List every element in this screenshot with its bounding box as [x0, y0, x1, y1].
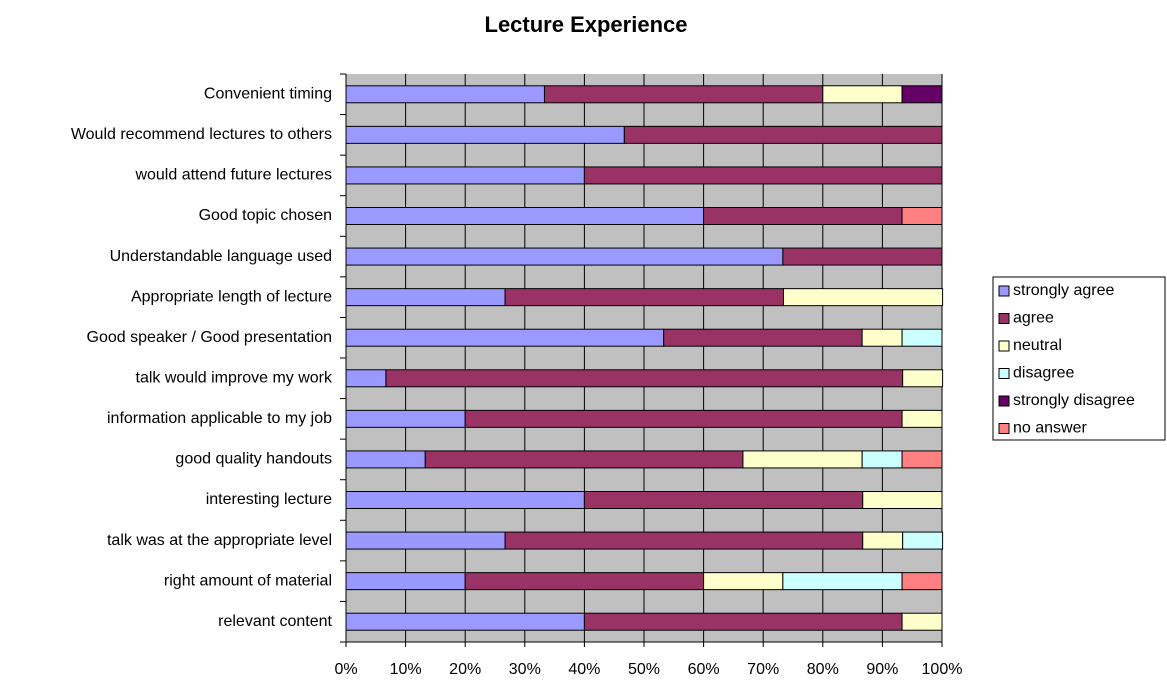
bar-segment	[543, 85, 824, 104]
bar-segment	[345, 207, 705, 225]
x-tick-label: 30%	[509, 661, 541, 678]
legend-swatch	[998, 285, 1010, 297]
y-tick-label: Would recommend lectures to others	[71, 126, 332, 143]
y-tick-label: talk was at the appropriate level	[107, 532, 332, 549]
bar-segment	[424, 450, 744, 469]
y-tick-label: relevant content	[218, 613, 332, 630]
bar-segment	[345, 612, 585, 631]
bar-segment	[345, 531, 506, 550]
x-tick-label: 40%	[568, 661, 600, 678]
legend-box	[992, 276, 1166, 441]
legend-swatch	[998, 395, 1010, 407]
bar-segment	[901, 85, 943, 104]
bar-segment	[464, 409, 903, 428]
bar-segment	[862, 491, 943, 509]
x-tick-label: 50%	[628, 661, 660, 678]
bar-segment	[345, 166, 585, 185]
bar-segment	[504, 288, 784, 307]
bar-segment	[345, 572, 466, 591]
bar-segment	[345, 450, 426, 469]
legend-label: no answer	[1013, 420, 1087, 437]
bar-segment	[782, 288, 944, 307]
bar-segment	[782, 572, 903, 591]
bar-segment	[901, 409, 943, 428]
bar-segment	[862, 531, 904, 550]
bar-segment	[902, 531, 944, 550]
y-tick-label: Appropriate length of lecture	[131, 288, 332, 305]
y-tick-label: interesting lecture	[206, 491, 332, 508]
x-tick-label: 10%	[390, 661, 422, 678]
legend-label: disagree	[1013, 365, 1074, 382]
legend-label: strongly agree	[1013, 282, 1114, 299]
bar-segment	[504, 531, 864, 550]
bar-segment	[345, 491, 585, 509]
y-tick-label: Good topic chosen	[199, 207, 332, 224]
bar-segment	[901, 572, 943, 591]
y-tick-label: Good speaker / Good presentation	[87, 329, 333, 346]
bar-segment	[583, 166, 943, 185]
bar-segment	[663, 328, 863, 347]
bar-segment	[901, 328, 943, 347]
chart-title: Lecture Experience	[485, 12, 688, 37]
bar-segment	[345, 288, 506, 307]
bar-segment	[583, 612, 903, 631]
y-tick-label: Understandable language used	[110, 248, 332, 265]
bar-segment	[385, 369, 904, 388]
bar-segment	[345, 85, 545, 104]
bar-segment	[901, 450, 943, 469]
bar-segment	[901, 612, 943, 631]
bar-segment	[703, 572, 784, 591]
bar-segment	[742, 450, 863, 469]
legend-swatch	[998, 368, 1010, 379]
bar-segment	[583, 491, 864, 509]
bar-segment	[902, 369, 944, 388]
x-tick-label: 20%	[449, 661, 481, 678]
y-tick-label: talk would improve my work	[136, 370, 334, 387]
y-tick-label: good quality handouts	[175, 451, 332, 468]
y-tick-label: Convenient timing	[204, 86, 332, 103]
bar-segment	[861, 450, 903, 469]
bar-segment	[822, 85, 903, 104]
bar-segment	[782, 247, 943, 266]
x-tick-label: 0%	[334, 661, 357, 678]
legend-swatch	[998, 313, 1010, 324]
bar-segment	[861, 328, 903, 347]
bar-segment	[345, 247, 784, 266]
legend-swatch	[998, 423, 1010, 434]
bar-segment	[901, 207, 943, 225]
legend-swatch	[998, 340, 1010, 352]
bar-segment	[345, 328, 665, 347]
x-tick-label: 70%	[747, 661, 779, 678]
y-tick-label: information applicable to my job	[107, 410, 332, 427]
y-tick-label: right amount of material	[164, 572, 332, 589]
bar-segment	[345, 125, 625, 144]
legend-label: agree	[1013, 310, 1054, 327]
x-tick-label: 60%	[688, 661, 720, 678]
x-tick-label: 90%	[866, 661, 898, 678]
x-tick-label: 100%	[922, 661, 963, 678]
y-tick-label: would attend future lectures	[134, 167, 332, 184]
bar-segment	[623, 125, 943, 144]
x-tick-label: 80%	[807, 661, 839, 678]
legend-label: neutral	[1013, 337, 1062, 354]
bar-segment	[703, 207, 903, 225]
legend-label: strongly disagree	[1013, 392, 1135, 409]
bar-segment	[345, 409, 466, 428]
bar-segment	[464, 572, 705, 591]
bar-segment	[345, 369, 387, 388]
